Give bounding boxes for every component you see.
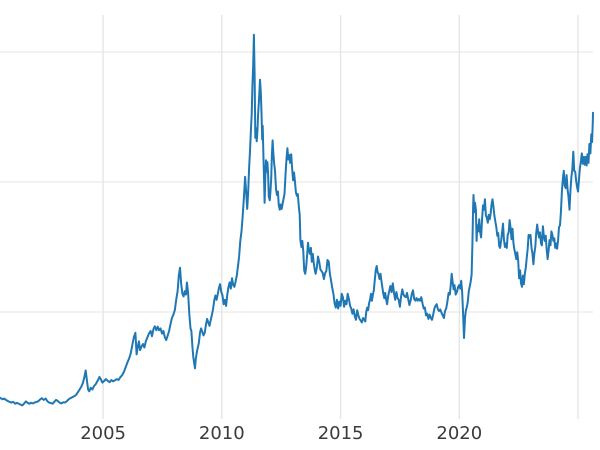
series-layer <box>0 33 594 407</box>
x-tick-labels-layer: 2005 2010 2015 2020 <box>80 423 482 444</box>
x-tick-label: 2005 <box>80 423 126 444</box>
gridlines-layer <box>0 15 593 419</box>
price-line <box>0 33 594 407</box>
x-tick-label: 2010 <box>199 423 245 444</box>
x-tick-label: 2015 <box>318 423 364 444</box>
x-tick-label: 2020 <box>436 423 482 444</box>
